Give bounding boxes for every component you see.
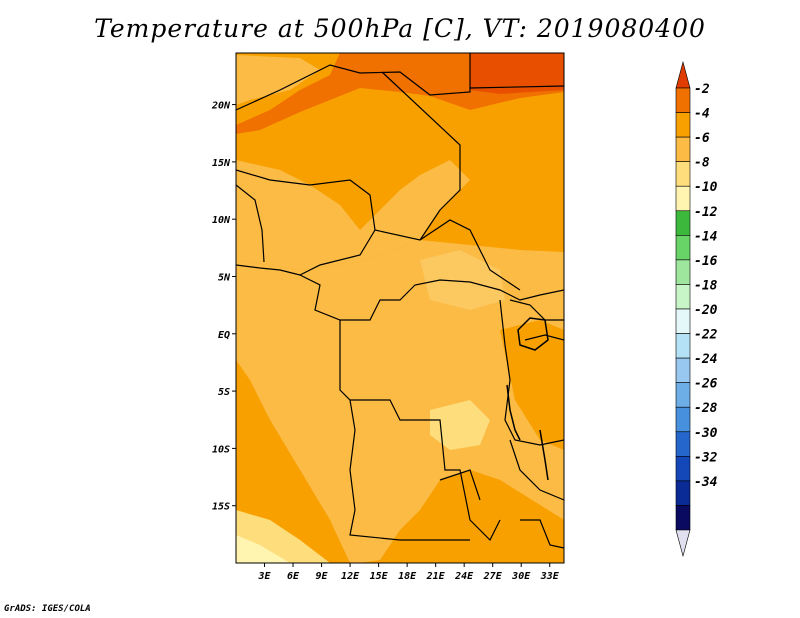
temperature-field [236,53,564,563]
colorbar-level-label: -6 [694,131,710,146]
map-frame [235,52,565,564]
colorbar-segment [675,136,691,162]
colorbar-level-label: -14 [694,229,718,244]
field-band-neg8-neg6 [236,240,564,563]
colorbar-level-label: -20 [694,303,718,318]
colorbar-level-label: -8 [694,156,710,171]
colorbar-segment [675,406,691,433]
lon-tick-label: 12E [341,571,360,582]
colorbar-segment [675,431,691,457]
lake-malawi [539,429,549,481]
colorbar-segment [675,161,691,187]
lakes [506,317,549,481]
lat-tick-label: 10S [212,444,230,455]
colorbar-level-label: -30 [694,426,718,441]
colorbar-segment [675,505,691,531]
colorbar-level-label: -32 [694,450,718,465]
lon-tick-label: 15E [370,571,389,582]
lon-tick-label: 6E [287,571,300,582]
colorbar-segment [675,480,691,506]
colorbar-level-label: -12 [694,205,718,220]
colorbar-level-label: -24 [694,352,718,367]
lat-tick-label: 20N [211,101,231,112]
map-title: Temperature at 500hPa [C], VT: 201908040… [94,14,706,43]
latitude-axis: 20N 15N 10N 5N EQ 5S 10S 15S [211,101,236,513]
lat-tick-label: 5S [218,387,230,398]
colorbar-segment [675,235,691,261]
lon-tick-label: 21E [426,571,446,582]
colorbar-level-label: -16 [694,254,718,269]
lake-tanganyika [506,384,521,441]
colorbar-segment [675,308,691,334]
lon-tick-label: 33E [540,571,560,582]
colorbar-segment [675,87,691,113]
lon-tick-label: 27E [483,571,503,582]
colorbar-segment [675,333,691,359]
colorbar-top-cap [675,60,691,89]
colorbar-segment [675,259,691,285]
field-band-neg8-neg6-north [236,160,470,270]
lat-tick-label: EQ [218,330,230,341]
field-patch-congo [420,250,505,310]
longitude-axis: 3E 6E 9E 12E 15E 18E 21E 24E 27E 30E 33E [257,563,560,582]
colorbar-segment [675,382,691,408]
lon-tick-label: 3E [257,571,271,582]
field-band-neg8-neg6-nw [236,55,320,105]
lon-tick-label: 30E [511,571,531,582]
colorbar-level-label: -2 [694,82,710,97]
colorbar-level-label: -22 [694,328,718,343]
colorbar-level-label: -26 [694,377,718,392]
colorbar-bottom-cap [675,529,691,558]
colorbar-segment [675,210,691,236]
field-band-neg12-neg10 [236,535,290,563]
colorbar-level-label: -4 [694,107,710,122]
field-band-east [500,320,564,450]
lat-tick-label: 15N [212,158,231,169]
colorbar-level-label: -34 [694,475,718,490]
lon-tick-label: 24E [454,571,474,582]
lon-tick-label: 18E [398,571,417,582]
colorbar-segment [675,456,691,482]
lat-tick-label: 10N [212,215,231,226]
colorbar-level-label: -18 [694,278,718,293]
colorbar-level-label: -28 [694,401,718,416]
colorbar-segment [675,357,691,383]
lake-victoria [517,317,549,351]
colorbar-segment [675,284,691,310]
field-band-warm-ne [470,53,564,94]
lat-tick-label: 5N [218,272,231,283]
lon-tick-label: 9E [316,571,329,582]
grads-credit: GrADS: IGES/COLA [4,604,91,614]
lat-tick-label: 15S [212,502,230,513]
country-borders [236,53,564,549]
colorbar-level-label: -10 [694,180,718,195]
colorbar-segment [675,185,691,212]
field-band-sw [236,370,345,563]
colorbar-segment [675,112,691,138]
field-patch-east-central [430,400,490,450]
